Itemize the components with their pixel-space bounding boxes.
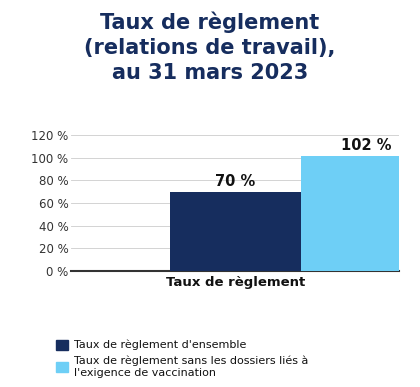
Text: 102 %: 102 %	[341, 138, 391, 153]
Bar	[301, 156, 420, 271]
Text: Taux de règlement
(relations de travail),
au 31 mars 2023: Taux de règlement (relations de travail)…	[84, 12, 336, 83]
Bar	[170, 192, 301, 271]
Legend: Taux de règlement d'ensemble, Taux de règlement sans les dossiers liés à
l'exige: Taux de règlement d'ensemble, Taux de rè…	[56, 340, 308, 378]
Text: 70 %: 70 %	[215, 174, 255, 189]
